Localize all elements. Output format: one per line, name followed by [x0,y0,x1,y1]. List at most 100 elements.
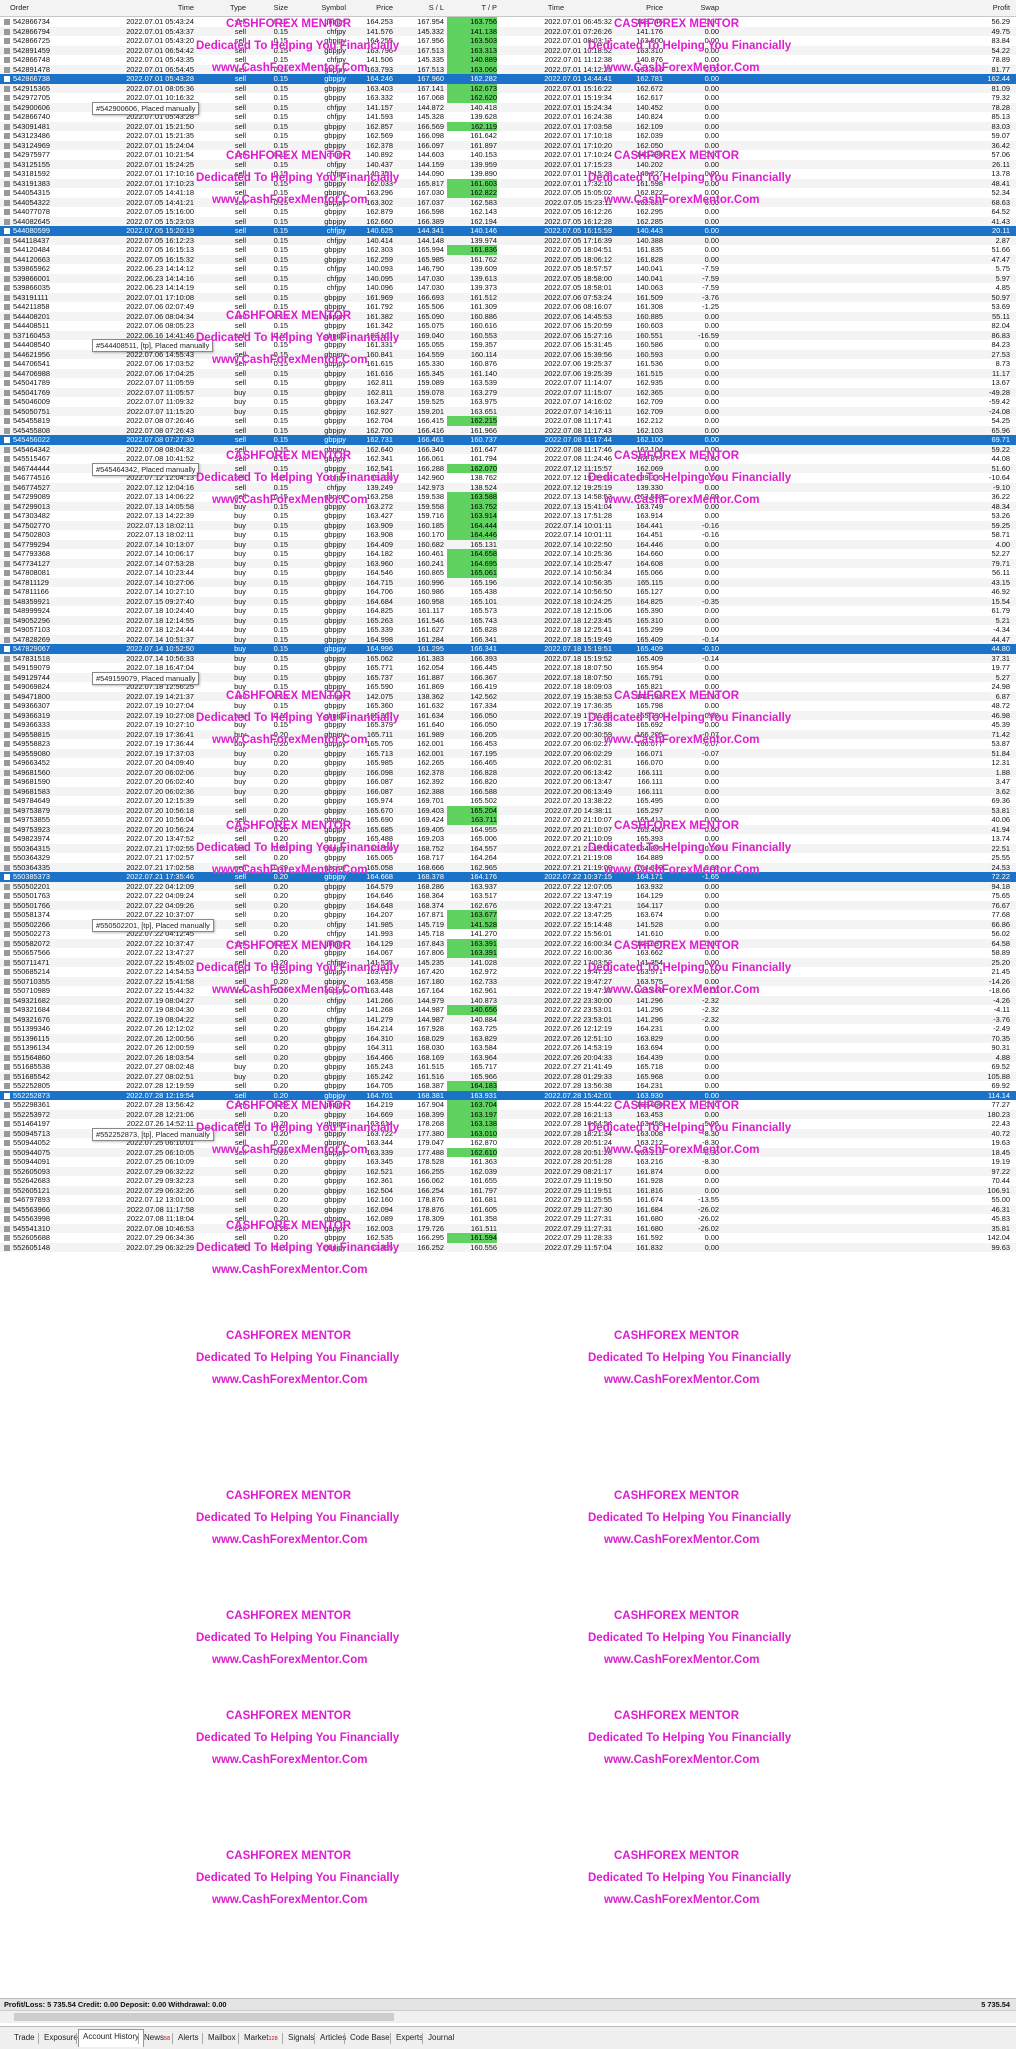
table-row[interactable]: 550582072 2022.07.22 10:37:47 sell 0.20 gbpj… [0,938,1016,948]
table-row[interactable]: 547303482 2022.07.13 14:22:39 buy 0.15 gbpjp… [0,511,1016,521]
table-row[interactable]: 552642683 2022.07.29 09:32:23 sell 0.20 gbpj… [0,1176,1016,1186]
table-row[interactable]: 549753879 2022.07.20 10:56:18 sell 0.20 gbpj… [0,805,1016,815]
table-row[interactable]: 545563998 2022.07.08 11:18:04 sell 0.20 gbpj… [0,1214,1016,1224]
table-row[interactable]: 545046009 2022.07.07 11:09:32 buy 0.15 gbpjp… [0,397,1016,407]
table-row[interactable]: 543123486 2022.07.01 15:21:35 sell 0.15 gbpj… [0,131,1016,141]
table-row[interactable]: 542972705 2022.07.01 10:16:32 sell 0.15 gbpj… [0,93,1016,103]
table-row[interactable]: 550502201 2022.07.22 04:12:09 sell 0.20 gbpj… [0,881,1016,891]
table-row[interactable]: 550657566 2022.07.22 13:47:27 sell 0.20 gbpj… [0,948,1016,958]
table-row[interactable]: 552605121 2022.07.29 06:32:26 sell 0.20 gbpj… [0,1185,1016,1195]
table-row[interactable]: 545563966 2022.07.08 11:17:58 sell 0.20 gbpj… [0,1204,1016,1214]
table-row[interactable]: 544118437 2022.07.05 16:12:23 sell 0.15 chfj… [0,235,1016,245]
table-row[interactable]: 543181592 2022.07.01 17:10:16 sell 0.15 chfj… [0,169,1016,179]
tab-signals[interactable]: Signals [284,2031,318,2045]
table-row[interactable]: 544054322 2022.07.05 14:41:21 sell 0.15 gbpj… [0,197,1016,207]
table-row[interactable]: 547828269 2022.07.14 10:51:37 buy 0.15 gbpjp… [0,634,1016,644]
table-row[interactable]: 547502803 2022.07.13 18:02:11 buy 0.15 gbpjp… [0,530,1016,540]
column-header-close-time[interactable]: Time [547,3,565,12]
table-row[interactable]: 545541310 2022.07.08 10:46:53 sell 0.20 gbpj… [0,1223,1016,1233]
column-header-profit[interactable]: Profit [992,3,1010,12]
table-row[interactable]: 547808081 2022.07.14 10:23:44 buy 0.15 gbpjp… [0,568,1016,578]
table-row[interactable]: 549558815 2022.07.19 17:36:41 buy 0.20 gbpjp… [0,729,1016,739]
table-row[interactable]: 552605148 2022.07.29 06:32:29 sell 0.20 gbpj… [0,1242,1016,1252]
table-row[interactable]: 549366307 2022.07.19 10:27:04 buy 0.15 gbpjp… [0,701,1016,711]
table-row[interactable]: 546797893 2022.07.12 13:01:00 sell 0.20 gbpj… [0,1195,1016,1205]
table-row[interactable]: 549753923 2022.07.20 10:56:24 sell 0.20 gbpj… [0,824,1016,834]
table-row[interactable]: 542866734 2022.07.01 05:43:24 sell 0.15 gbpj… [0,17,1016,27]
column-header-open-price[interactable]: Price [376,3,393,12]
table-row[interactable]: 550501766 2022.07.22 04:09:26 sell 0.20 gbpj… [0,900,1016,910]
table-row[interactable]: 542866740 2022.07.01 05:43:28 sell 0.15 chfj… [0,112,1016,122]
tab-exposure[interactable]: Exposure [40,2031,82,2045]
table-row[interactable]: 547299089 2022.07.13 14:06:22 sell 0.15 gbpj… [0,492,1016,502]
table-row[interactable]: 547831518 2022.07.14 10:56:33 buy 0.15 gbpjp… [0,653,1016,663]
table-row[interactable]: 552605093 2022.07.29 06:32:22 sell 0.20 gbpj… [0,1166,1016,1176]
column-header-type[interactable]: Type [229,3,246,12]
table-row[interactable]: 543191383 2022.07.01 17:10:23 sell 0.15 gbpj… [0,178,1016,188]
table-row[interactable]: 544408511 2022.07.06 08:05:23 sell 0.15 gbpj… [0,321,1016,331]
table-row[interactable]: 549366319 2022.07.19 10:27:08 buy 0.15 gbpjp… [0,710,1016,720]
table-row[interactable]: 544211858 2022.07.06 02:07:49 sell 0.15 gbpj… [0,302,1016,312]
scrollbar-thumb[interactable] [14,2013,394,2021]
table-row[interactable]: 548999924 2022.07.18 10:24:40 buy 0.15 gbpjp… [0,606,1016,616]
column-header-take-profit[interactable]: T / P [481,3,497,12]
table-row[interactable]: 549753855 2022.07.20 10:56:04 sell 0.20 gbpj… [0,815,1016,825]
table-row[interactable]: 545515467 2022.07.08 10:41:52 sell 0.15 gbpj… [0,454,1016,464]
table-row[interactable]: 550502273 2022.07.22 04:12:45 sell 0.20 chfj… [0,929,1016,939]
table-row[interactable]: 537160453 2022.06.16 14:41:46 sell 0.15 gbpj… [0,330,1016,340]
table-row[interactable]: 545464342 2022.07.08 08:04:32 sell 0.15 gbpj… [0,444,1016,454]
table-row[interactable]: 551464197 2022.07.26 14:52:11 sell 0.20 gbpj… [0,1119,1016,1129]
table-row[interactable]: 552298361 2022.07.28 13:56:42 sell 0.20 gbpj… [0,1100,1016,1110]
table-row[interactable]: 550385373 2022.07.21 17:35:46 sell 0.20 gbpj… [0,872,1016,882]
column-header-stop-loss[interactable]: S / L [428,3,444,12]
table-row[interactable]: 549681560 2022.07.20 06:02:06 buy 0.20 gbpjp… [0,767,1016,777]
table-row[interactable]: 544054315 2022.07.05 14:41:18 sell 0.15 gbpj… [0,188,1016,198]
tab-account-history[interactable]: Account History [78,2029,145,2047]
table-row[interactable]: 549559080 2022.07.19 17:37:03 buy 0.20 gbpjp… [0,748,1016,758]
table-row[interactable]: 546774527 2022.07.12 12:04:16 sell 0.15 chfj… [0,482,1016,492]
table-row[interactable]: 549663452 2022.07.20 04:09:40 buy 0.20 gbpjp… [0,758,1016,768]
table-row[interactable]: 545455808 2022.07.08 07:26:43 sell 0.15 gbpj… [0,425,1016,435]
table-row[interactable]: 539866001 2022.06.23 14:14:16 sell 0.15 chfj… [0,273,1016,283]
table-row[interactable]: 550364329 2022.07.21 17:02:57 sell 0.20 gbpj… [0,853,1016,863]
table-row[interactable]: 546774516 2022.07.12 12:04:13 sell 0.15 chfj… [0,473,1016,483]
table-row[interactable]: 547811129 2022.07.14 10:27:06 buy 0.15 gbpjp… [0,577,1016,587]
table-row[interactable]: 549681583 2022.07.20 06:02:36 buy 0.20 gbpjp… [0,786,1016,796]
tab-alerts[interactable]: Alerts [174,2031,202,2045]
tab-trade[interactable]: Trade [10,2031,39,2045]
table-row[interactable]: 544408201 2022.07.06 08:04:34 sell 0.15 gbpj… [0,311,1016,321]
table-row[interactable]: 549321676 2022.07.19 08:04:22 sell 0.20 chfj… [0,1014,1016,1024]
table-row[interactable]: 543125155 2022.07.01 15:24:25 sell 0.15 chfj… [0,159,1016,169]
table-row[interactable]: 539866035 2022.06.23 14:14:19 sell 0.15 chfj… [0,283,1016,293]
table-row[interactable]: 544120663 2022.07.05 16:15:32 sell 0.15 gbpj… [0,254,1016,264]
table-row[interactable]: 549052296 2022.07.18 12:14:55 buy 0.15 gbpjp… [0,615,1016,625]
horizontal-scrollbar[interactable] [0,2010,1016,2023]
table-row[interactable]: 545041769 2022.07.07 11:05:57 buy 0.15 gbpjp… [0,387,1016,397]
tab-market[interactable]: Market128 [240,2031,282,2045]
table-row[interactable]: 549681590 2022.07.20 06:02:40 buy 0.20 gbpjp… [0,777,1016,787]
table-row[interactable]: 544080599 2022.07.05 15:20:19 sell 0.15 chfj… [0,226,1016,236]
table-row[interactable]: 552253972 2022.07.28 12:21:06 sell 0.20 gbpj… [0,1109,1016,1119]
table-row[interactable]: 549321682 2022.07.19 08:04:27 sell 0.20 chfj… [0,995,1016,1005]
table-row[interactable]: 552605688 2022.07.29 06:34:36 sell 0.20 gbpj… [0,1233,1016,1243]
table-row[interactable]: 5467444442022.07.12 10:58:44sell0.15gbpj… [0,463,1016,473]
column-header-close-price[interactable]: Price [646,3,663,12]
table-row[interactable]: 550364335 2022.07.21 17:02:58 sell 0.20 gbpj… [0,862,1016,872]
column-header-symbol[interactable]: Symbol [321,3,346,12]
table-row[interactable]: 550364315 2022.07.21 17:02:55 sell 0.20 gbpj… [0,843,1016,853]
table-row[interactable]: 548359921 2022.07.15 09:27:40 buy 0.15 gbpjp… [0,596,1016,606]
table-row[interactable]: 550581374 2022.07.22 10:37:07 sell 0.20 gbpj… [0,910,1016,920]
table-row[interactable]: 551396115 2022.07.26 12:00:56 sell 0.20 gbpj… [0,1033,1016,1043]
tab-mailbox[interactable]: Mailbox [204,2031,240,2045]
table-row[interactable]: 549321684 2022.07.19 08:04:30 sell 0.20 chfj… [0,1005,1016,1015]
table-row[interactable]: 550710355 2022.07.22 15:41:58 sell 0.20 gbpj… [0,976,1016,986]
table-row[interactable]: 539865962 2022.06.23 14:14:12 sell 0.15 chfj… [0,264,1016,274]
table-row[interactable]: 542975977 2022.07.01 10:21:54 sell 0.15 chfj… [0,150,1016,160]
table-row[interactable]: 544082645 2022.07.05 15:23:03 sell 0.15 gbpj… [0,216,1016,226]
table-row[interactable]: 542891478 2022.07.01 06:54:45 sell 0.15 gbpj… [0,64,1016,74]
table-row[interactable]: 543191111 2022.07.01 17:10:08 sell 0.15 gbpj… [0,292,1016,302]
column-header-open-time[interactable]: Time [177,3,194,12]
table-row[interactable]: 551685542 2022.07.27 08:02:51 buy 0.20 gbpjp… [0,1071,1016,1081]
table-row[interactable]: 544621956 2022.07.06 14:55:43 sell 0.15 gbpj… [0,349,1016,359]
table-row[interactable]: 542866748 2022.07.01 05:43:35 sell 0.15 chfj… [0,55,1016,65]
